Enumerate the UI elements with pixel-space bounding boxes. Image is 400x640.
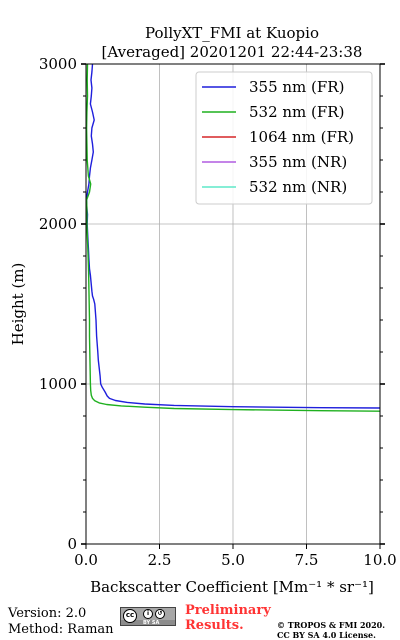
series-line-0 (85, 63, 381, 409)
y-axis-label: Height (m) (9, 263, 27, 346)
copyright-line1: © TROPOS & FMI 2020. (277, 620, 386, 630)
chart: PollyXT_FMI at Kuopio [Averaged] 2020120… (9, 24, 397, 596)
preliminary-line2: Results. (185, 618, 244, 633)
chart-title-line2: [Averaged] 20201201 22:44-23:38 (102, 43, 363, 61)
method-text: Method: Raman (8, 622, 114, 637)
chart-title-line1: PollyXT_FMI at Kuopio (145, 24, 319, 42)
legend-label-2: 1064 nm (FR) (249, 128, 354, 146)
version-text: Version: 2.0 (8, 606, 87, 621)
copyright-line2: CC BY SA 4.0 License. (277, 630, 376, 640)
y-tick-label-1: 1000 (39, 375, 77, 393)
legend-label-3: 355 nm (NR) (249, 153, 347, 171)
y-tick-label-0: 0 (67, 535, 77, 553)
legend-box (195, 71, 373, 205)
legend-label-0: 355 nm (FR) (249, 78, 344, 96)
x-tick-label-4: 10.0 (363, 551, 396, 569)
x-tick-label-0: 0.0 (74, 551, 98, 569)
legend-label-4: 532 nm (NR) (249, 178, 347, 196)
series-lines (85, 63, 381, 412)
y-tick-label-3: 3000 (39, 55, 77, 73)
y-tick-label-2: 2000 (39, 215, 77, 233)
cc-by-sa-icon: cc i ↺ BY SA (120, 607, 176, 626)
preliminary-line1: Preliminary (185, 603, 271, 618)
legend: 355 nm (FR) 532 nm (FR) 1064 nm (FR) 355 nm… (195, 71, 373, 205)
x-tick-label-1: 2.5 (148, 551, 172, 569)
x-tick-label-2: 5.0 (221, 551, 245, 569)
axis-ticks: 0.0 2.5 5.0 7.5 10.0 0 1000 2000 3000 (39, 55, 397, 569)
legend-label-1: 532 nm (FR) (249, 103, 344, 121)
preliminary-results-note: Preliminary Results. (185, 603, 271, 633)
series-line-1 (85, 63, 381, 412)
x-axis-label: Backscatter Coefficient [Mm⁻¹ * sr⁻¹] (90, 578, 374, 596)
x-tick-label-3: 7.5 (295, 551, 319, 569)
copyright-note: © TROPOS & FMI 2020. CC BY SA 4.0 Licens… (277, 620, 385, 640)
